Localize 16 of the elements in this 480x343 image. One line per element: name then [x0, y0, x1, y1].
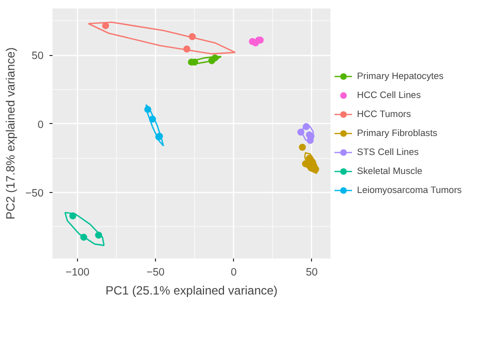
x-axis-title: PC1 (25.1% explained variance): [105, 284, 278, 298]
legend-label: Skeletal Muscle: [357, 165, 422, 178]
legend-label: Leiomyosarcoma Tumors: [357, 184, 462, 197]
y-tick-label: −50: [25, 188, 44, 200]
y-tick-label: 0: [38, 118, 44, 131]
x-tick-label: 0: [230, 266, 237, 278]
x-tick-label: −100: [65, 266, 90, 278]
x-tick-label: 50: [306, 266, 318, 278]
y-tick-label: 50: [32, 50, 44, 62]
legend-label: HCC Tumors: [357, 108, 411, 121]
legend-label: HCC Cell Lines: [357, 89, 421, 102]
y-axis-title: PC2 (17.8% explained variance): [3, 47, 18, 220]
legend-label: Primary Hepatocytes: [357, 70, 444, 83]
legend-label: STS Cell Lines: [357, 146, 419, 159]
legend-label: Primary Fibroblasts: [357, 127, 438, 140]
x-tick-label: −50: [146, 266, 165, 278]
